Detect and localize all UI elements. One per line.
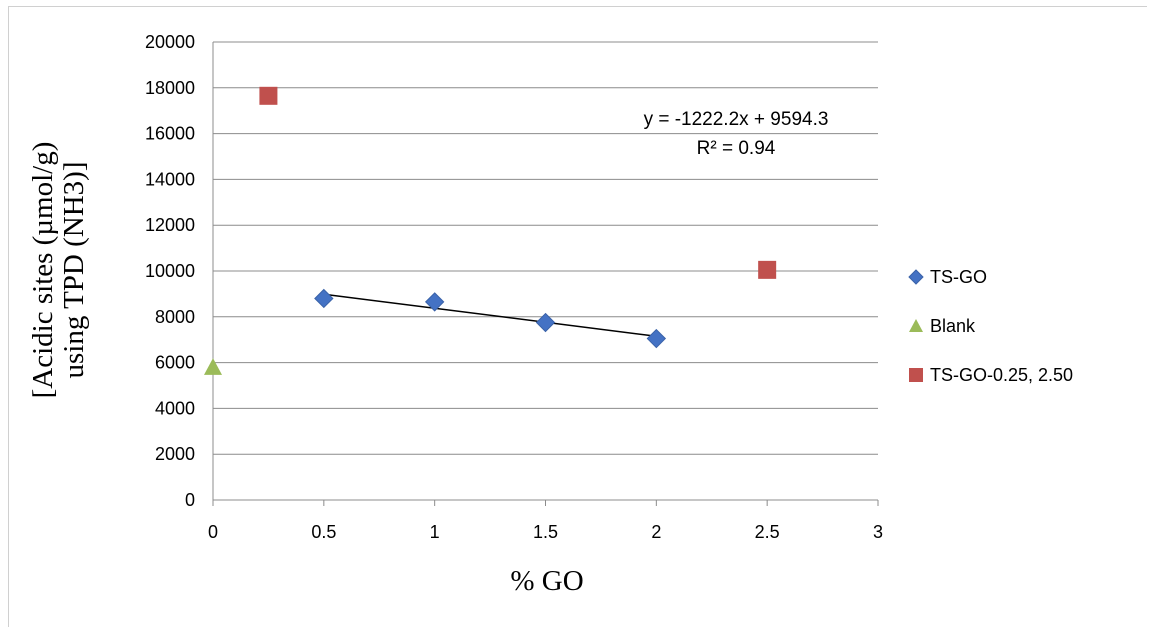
point-ts-go-0-25-2-50-2 [758, 260, 777, 279]
x-tick-1: 1 [430, 522, 440, 542]
legend-label-ts-go-0-25-2-50: TS-GO-0.25, 2.50 [930, 365, 1073, 385]
x-tick-3: 3 [873, 522, 883, 542]
legend-item-ts-go-0-25-2-50: TS-GO-0.25, 2.50 [909, 365, 1073, 385]
y-tick-0: 0 [185, 490, 195, 510]
x-tick-1.5: 1.5 [533, 522, 558, 542]
legend-label-ts-go: TS-GO [930, 267, 987, 287]
grid-lines [213, 41, 878, 455]
legend-label-blank: Blank [930, 316, 976, 336]
point-ts-go-0-25-2-50-1 [259, 86, 278, 105]
x-tick-2.5: 2.5 [755, 522, 780, 542]
r-squared-label: R² = 0.94 [697, 138, 776, 159]
y-tick-20000: 20000 [145, 32, 195, 52]
data-points [204, 86, 777, 375]
y-axis-title-line-2: using TPD (NH3)] [58, 162, 90, 379]
point-ts-go-3 [535, 312, 556, 333]
legend-item-blank: Blank [909, 316, 976, 336]
chart-frame [8, 6, 1147, 627]
legend-marker-blank [909, 319, 923, 332]
x-tick-labels: 0 0.5 1 1.5 2 2.5 3 [208, 522, 883, 542]
point-ts-go-2 [424, 292, 445, 312]
y-tick-2000: 2000 [155, 444, 195, 464]
y-tick-6000: 6000 [155, 353, 195, 373]
x-tick-0: 0 [208, 522, 218, 542]
y-tick-14000: 14000 [145, 169, 195, 189]
y-tick-4000: 4000 [155, 398, 195, 418]
y-tick-12000: 12000 [145, 215, 195, 235]
x-tick-0.5: 0.5 [311, 522, 336, 542]
point-ts-go-4 [646, 328, 667, 349]
x-axis-title: % GO [510, 565, 583, 597]
y-axis-title-line-1: [Acidic sites (µmol/g) [27, 142, 59, 399]
trendline-group [323, 293, 657, 338]
y-tick-8000: 8000 [155, 307, 195, 327]
y-tick-16000: 16000 [145, 124, 195, 144]
legend: TS-GO Blank TS-GO-0.25, 2.50 [908, 267, 1073, 385]
legend-marker-ts-go [908, 269, 924, 285]
x-tick-2: 2 [651, 522, 661, 542]
trendline-ts-go [323, 293, 657, 338]
point-blank-1 [204, 358, 222, 375]
axes [212, 42, 879, 506]
y-tick-18000: 18000 [145, 78, 195, 98]
legend-item-ts-go: TS-GO [908, 267, 987, 287]
point-ts-go-1 [314, 288, 334, 309]
trendline-equation: y = -1222.2x + 9594.3 [644, 109, 829, 130]
legend-marker-ts-go-0-25-2-50 [909, 368, 923, 382]
y-tick-labels: 0 2000 4000 6000 8000 10000 12000 14000 16000 180… [145, 32, 195, 510]
y-tick-10000: 10000 [145, 261, 195, 281]
